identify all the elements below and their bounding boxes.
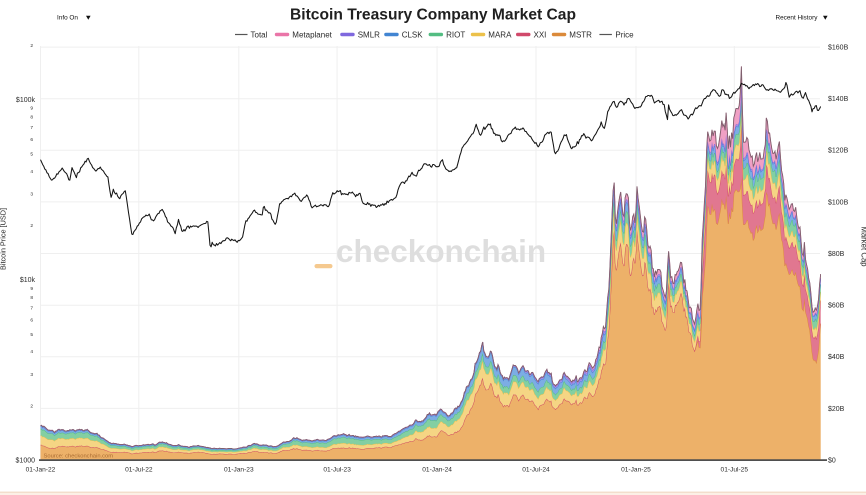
svg-text:4: 4 (30, 169, 33, 175)
svg-text:$100k: $100k (16, 97, 36, 104)
svg-text:7: 7 (30, 305, 33, 311)
svg-text:SMLR: SMLR (358, 30, 380, 39)
svg-text:Metaplanet: Metaplanet (292, 30, 332, 39)
svg-text:XXI: XXI (534, 30, 547, 39)
svg-text:$140B: $140B (828, 96, 849, 103)
svg-text:4: 4 (30, 349, 33, 355)
svg-text:01-Jan-23: 01-Jan-23 (224, 467, 254, 474)
svg-text:Recent History: Recent History (776, 14, 819, 21)
svg-text:RIOT: RIOT (446, 30, 465, 39)
svg-text:$0: $0 (828, 457, 836, 464)
svg-text:$120B: $120B (828, 148, 849, 155)
svg-text:6: 6 (30, 137, 33, 143)
svg-text:9: 9 (30, 105, 33, 111)
svg-text:Total: Total (251, 30, 268, 39)
svg-text:8: 8 (30, 115, 33, 121)
svg-text:Source: checkonchain.com: Source: checkonchain.com (44, 454, 114, 460)
svg-text:$40B: $40B (828, 354, 845, 361)
svg-text:3: 3 (30, 191, 33, 197)
svg-text:checkonchain: checkonchain (336, 233, 546, 269)
svg-text:01-Jan-22: 01-Jan-22 (26, 467, 56, 474)
svg-text:6: 6 (30, 317, 33, 323)
svg-text:$1000: $1000 (16, 457, 36, 464)
svg-text:7: 7 (30, 125, 33, 131)
svg-text:MARA: MARA (488, 30, 512, 39)
svg-text:$160B: $160B (828, 44, 849, 51)
svg-text:5: 5 (30, 332, 33, 338)
svg-text:CLSK: CLSK (402, 30, 424, 39)
svg-text:01-Jul-23: 01-Jul-23 (323, 467, 351, 474)
svg-text:2: 2 (30, 43, 33, 49)
svg-text:3: 3 (30, 372, 33, 378)
svg-text:5: 5 (30, 151, 33, 157)
svg-text:Bitcoin Price [USD]: Bitcoin Price [USD] (0, 208, 8, 270)
svg-text:01-Jul-22: 01-Jul-22 (125, 467, 153, 474)
svg-text:01-Jan-25: 01-Jan-25 (621, 467, 651, 474)
svg-text:Info On: Info On (57, 14, 78, 21)
svg-text:01-Jul-24: 01-Jul-24 (522, 467, 550, 474)
svg-text:MSTR: MSTR (569, 30, 592, 39)
svg-text:$10k: $10k (20, 277, 36, 284)
svg-text:01-Jan-24: 01-Jan-24 (422, 467, 452, 474)
svg-text:Bitcoin Treasury Company Marke: Bitcoin Treasury Company Market Cap (290, 6, 576, 23)
svg-text:Price: Price (615, 30, 634, 39)
svg-text:2: 2 (30, 223, 33, 229)
svg-text:$80B: $80B (828, 251, 845, 258)
svg-text:$20B: $20B (828, 406, 845, 413)
svg-text:2: 2 (30, 404, 33, 410)
svg-text:9: 9 (30, 286, 33, 292)
svg-text:$60B: $60B (828, 303, 845, 310)
svg-text:Market Cap: Market Cap (860, 226, 866, 267)
svg-text:8: 8 (30, 295, 33, 301)
svg-text:01-Jul-25: 01-Jul-25 (721, 467, 749, 474)
svg-text:$100B: $100B (828, 199, 849, 206)
